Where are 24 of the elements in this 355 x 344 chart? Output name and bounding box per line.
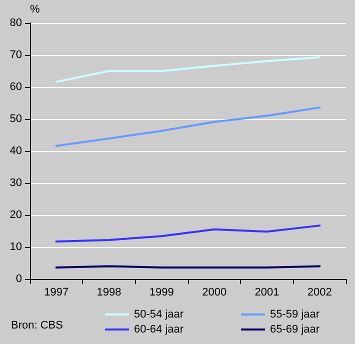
y-tick-label: 50 — [10, 113, 22, 125]
x-tick-label: 2000 — [202, 286, 227, 298]
y-tick-label: 60 — [10, 81, 22, 93]
y-tick-label: 80 — [10, 17, 22, 29]
y-axis-title: % — [30, 4, 40, 16]
y-tick-label: 70 — [10, 49, 22, 61]
y-tick-label: 0 — [16, 273, 22, 285]
legend-label: 50-54 jaar — [134, 308, 184, 320]
legend-label: 55-59 jaar — [270, 308, 320, 320]
x-tick-label: 1998 — [96, 286, 122, 298]
legend-label: 65-69 jaar — [270, 324, 320, 336]
x-tick-label: 2002 — [307, 286, 332, 298]
line-series — [55, 56, 321, 83]
line-series — [55, 224, 321, 243]
legend-label: 60-64 jaar — [134, 324, 184, 336]
y-tick-label: 40 — [10, 145, 22, 157]
y-tick-label: 30 — [10, 177, 22, 189]
x-tick-label: 1999 — [149, 286, 174, 298]
line-series — [55, 106, 321, 147]
y-tick-label: 10 — [10, 241, 22, 253]
y-tick-label: 20 — [10, 209, 22, 221]
x-tick-label: 2001 — [254, 286, 280, 298]
text: Bron: CBS — [11, 320, 63, 332]
x-tick-label: 1997 — [44, 286, 69, 298]
